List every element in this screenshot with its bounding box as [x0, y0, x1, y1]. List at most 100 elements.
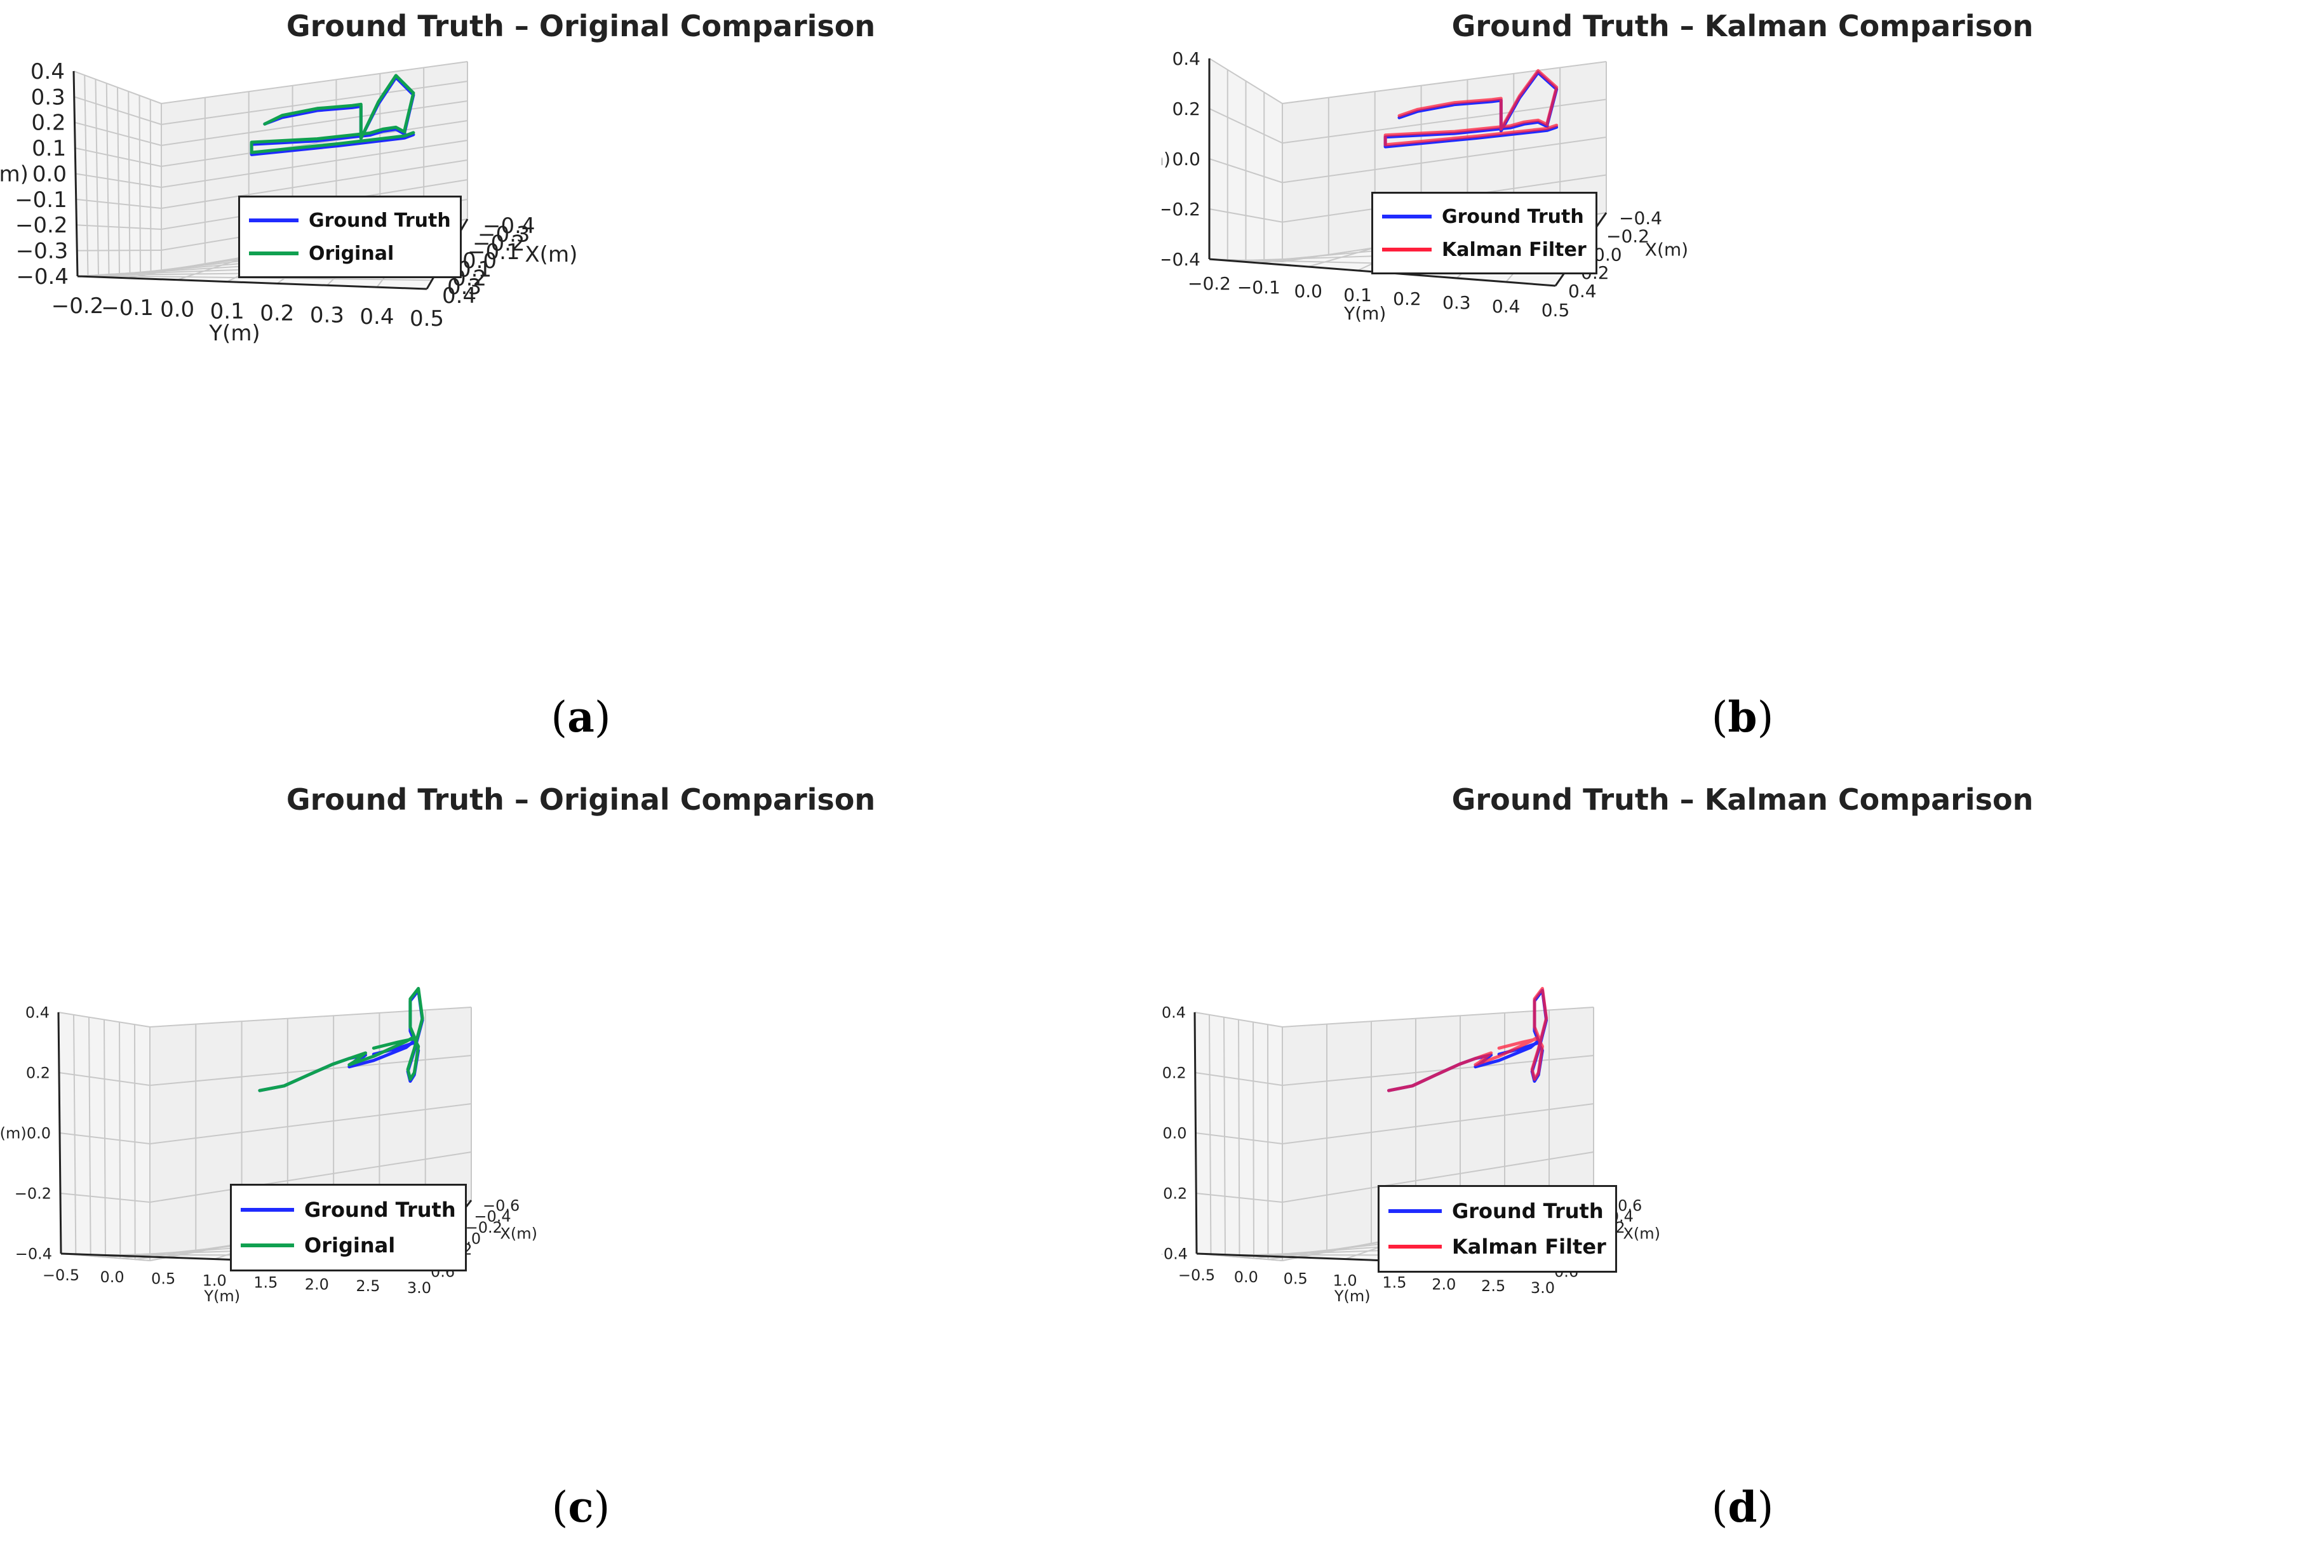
z-gridline	[1282, 1103, 1594, 1144]
z-gridline	[161, 140, 468, 188]
z-axis-label: Z(m)	[0, 1124, 27, 1142]
x-gridline	[105, 83, 110, 275]
y-tick-label: 0.1	[1343, 285, 1372, 305]
z-tick-label: 0.2	[1172, 98, 1200, 119]
legend-entry-ground-truth: Ground Truth	[249, 204, 451, 237]
y-tick-label: 0.0	[1294, 281, 1322, 302]
legend-entry-ground-truth: Ground Truth	[1382, 200, 1587, 233]
x-gridline	[138, 95, 141, 273]
z-gridline	[161, 159, 468, 209]
z-tick-label: −0.1	[15, 187, 67, 213]
x-gridline	[117, 87, 120, 274]
z-tick-label: 0.0	[27, 1124, 51, 1142]
y-tick-label: −0.5	[1178, 1266, 1215, 1284]
legend-label: Original	[309, 242, 394, 265]
legend-label: Original	[304, 1233, 396, 1257]
z-tick-label: 0.4	[1172, 48, 1200, 69]
legend-swatch	[241, 1243, 294, 1247]
z-axis-line	[1193, 1012, 1198, 1254]
x-gridline	[119, 1022, 121, 1259]
panel-title: Ground Truth – Original Comparison	[286, 782, 876, 817]
caption-letter: a	[567, 692, 594, 742]
series-kalman-filter-trace	[1387, 987, 1548, 1092]
x-tick-label: −0.2	[473, 231, 525, 256]
panel-title: Ground Truth – Kalman Comparison	[1451, 782, 2034, 817]
y-axis-line	[77, 275, 427, 290]
x-gridline	[1209, 1014, 1212, 1255]
y-tick-label: 1.5	[253, 1273, 278, 1291]
y-tick-label: 0.2	[1393, 288, 1421, 309]
series-original-trace	[250, 74, 415, 154]
z-axis-line	[57, 1012, 62, 1254]
z-gridline	[149, 1151, 472, 1203]
x-gridline	[88, 1017, 91, 1256]
y-tick-label: 1.0	[1333, 1272, 1357, 1290]
panel-c: Ground Truth – Original Comparison 0.4 0.…	[0, 782, 1162, 1567]
z-tick-label: 0.1	[32, 136, 66, 161]
panel-title: Ground Truth – Original Comparison	[286, 9, 876, 43]
x-tick-label: −0.3	[478, 222, 530, 248]
legend-entry-original: Original	[241, 1228, 456, 1263]
x-tick-label: −0.2	[466, 1219, 502, 1236]
z-tick-label: 0.2	[31, 111, 65, 136]
z-tick-label: 0.0	[1172, 149, 1200, 170]
z-tick-label: 0.0	[1162, 1124, 1186, 1142]
z-tick-label: −0.4	[1162, 1245, 1188, 1263]
y-axis-label: Y(m)	[1343, 303, 1386, 324]
panel-caption: (d)	[1711, 1482, 1774, 1532]
legend-swatch	[1388, 1209, 1442, 1213]
z-tick-label: −0.2	[1162, 1184, 1187, 1202]
z-tick-label: 0.0	[32, 161, 67, 187]
y-tick-label: 0.5	[1284, 1270, 1308, 1288]
z-gridline	[1282, 137, 1607, 184]
legend-swatch	[1382, 248, 1432, 251]
x-gridline	[84, 75, 89, 276]
x-gridline	[1223, 1017, 1226, 1256]
z-tick-label: −0.2	[15, 1184, 51, 1202]
z-gridline	[161, 61, 468, 104]
caption-letter: c	[568, 1482, 594, 1532]
x-tick-label: −0.2	[1606, 226, 1649, 247]
z-tick-label: −0.4	[1162, 249, 1200, 270]
z-tick-label: −0.2	[1162, 199, 1200, 220]
legend-label: Ground Truth	[309, 209, 451, 232]
legend-swatch	[249, 218, 299, 222]
y-tick-label: 0.2	[260, 300, 294, 326]
z-tick-label: 0.2	[1162, 1064, 1186, 1082]
panel-a: Ground Truth – Original Comparison 0.4 0.…	[0, 0, 1162, 784]
z-tick-label: 0.2	[26, 1064, 50, 1082]
y-tick-label: 2.5	[356, 1277, 380, 1295]
x-tick-label: 0.3	[447, 274, 481, 300]
z-axis-label: Z(m)	[1162, 149, 1171, 170]
x-tick-label: 0.0	[1594, 244, 1622, 265]
y-tick-label: 0.3	[1442, 292, 1471, 313]
panel-b: Ground Truth – Kalman Comparison 0.4 0.2 0…	[1162, 0, 2323, 784]
y-tick-label: 0.5	[151, 1270, 175, 1288]
z-tick-label: 0.4	[30, 59, 65, 84]
y-tick-label: 0.1	[210, 299, 245, 325]
z-gridline	[149, 1103, 472, 1144]
panel-caption: (a)	[551, 692, 611, 742]
y-tick-label: 0.0	[100, 1268, 124, 1286]
x-gridline	[73, 1014, 77, 1255]
legend-label: Ground Truth	[1442, 205, 1584, 228]
legend-swatch	[241, 1208, 294, 1212]
z-tick-label: −0.3	[16, 239, 69, 264]
y-tick-label: 2.0	[1432, 1275, 1456, 1293]
y-tick-label: 1.0	[203, 1272, 227, 1290]
panel-caption: (b)	[1711, 692, 1774, 742]
x-axis-label: X(m)	[1645, 239, 1688, 260]
y-axis-label: Y(m)	[208, 321, 260, 346]
x-tick-label: −0.4	[1619, 208, 1662, 229]
z-tick-label: 0.3	[31, 84, 65, 110]
y-tick-label: 0.5	[410, 306, 444, 332]
plot-3d-axes: 0.4 0.2 0.0 −0.2 −0.4 −0.5 0.0 0.5 1.0 1.5 2.0 2.5 3…	[1162, 987, 1660, 1305]
series-kalman-filter-trace	[1383, 69, 1559, 147]
x-gridline	[95, 79, 99, 276]
legend: Ground Truth Kalman Filter	[1371, 192, 1597, 274]
z-gridline	[161, 120, 468, 167]
x-tick-label: −0.4	[483, 213, 535, 239]
x-axis-label: X(m)	[1623, 1224, 1660, 1242]
z-axis-label: Z(m)	[0, 161, 29, 187]
x-tick-label: 0.4	[1568, 281, 1597, 302]
